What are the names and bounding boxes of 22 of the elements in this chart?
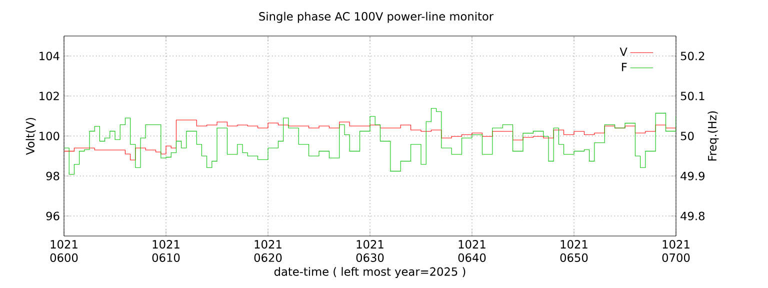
y2-tick-label: 49.9 xyxy=(680,172,704,180)
y-tick-label: 104 xyxy=(40,52,60,60)
x-tick-label: 1021 0640 xyxy=(458,240,486,262)
y2-tick-label: 49.8 xyxy=(680,212,704,220)
y-axis-title: Volt(V) xyxy=(26,118,36,155)
y2-tick-label: 50.1 xyxy=(680,92,704,100)
legend-label: F xyxy=(622,62,627,72)
y2-axis-title: Freq.(Hz) xyxy=(708,111,719,160)
x-tick-label: 1021 0600 xyxy=(50,240,78,262)
x-axis-title: date-time ( left most year=2025 ) xyxy=(274,267,466,278)
x-tick-label: 1021 0700 xyxy=(662,240,690,262)
y-tick-label: 98 xyxy=(46,172,60,180)
y-tick-label: 96 xyxy=(46,212,60,220)
y2-tick-label: 50.2 xyxy=(680,52,704,60)
legend-label: V xyxy=(620,48,628,56)
y2-tick-label: 50 xyxy=(680,132,694,140)
y-tick-label: 100 xyxy=(40,132,60,140)
x-tick-label: 1021 0650 xyxy=(560,240,588,262)
y-tick-label: 102 xyxy=(40,92,59,100)
x-tick-label: 1021 0610 xyxy=(152,240,180,262)
x-tick-label: 1021 0630 xyxy=(356,240,384,262)
chart-title: Single phase AC 100V power-line monitor xyxy=(259,12,494,23)
